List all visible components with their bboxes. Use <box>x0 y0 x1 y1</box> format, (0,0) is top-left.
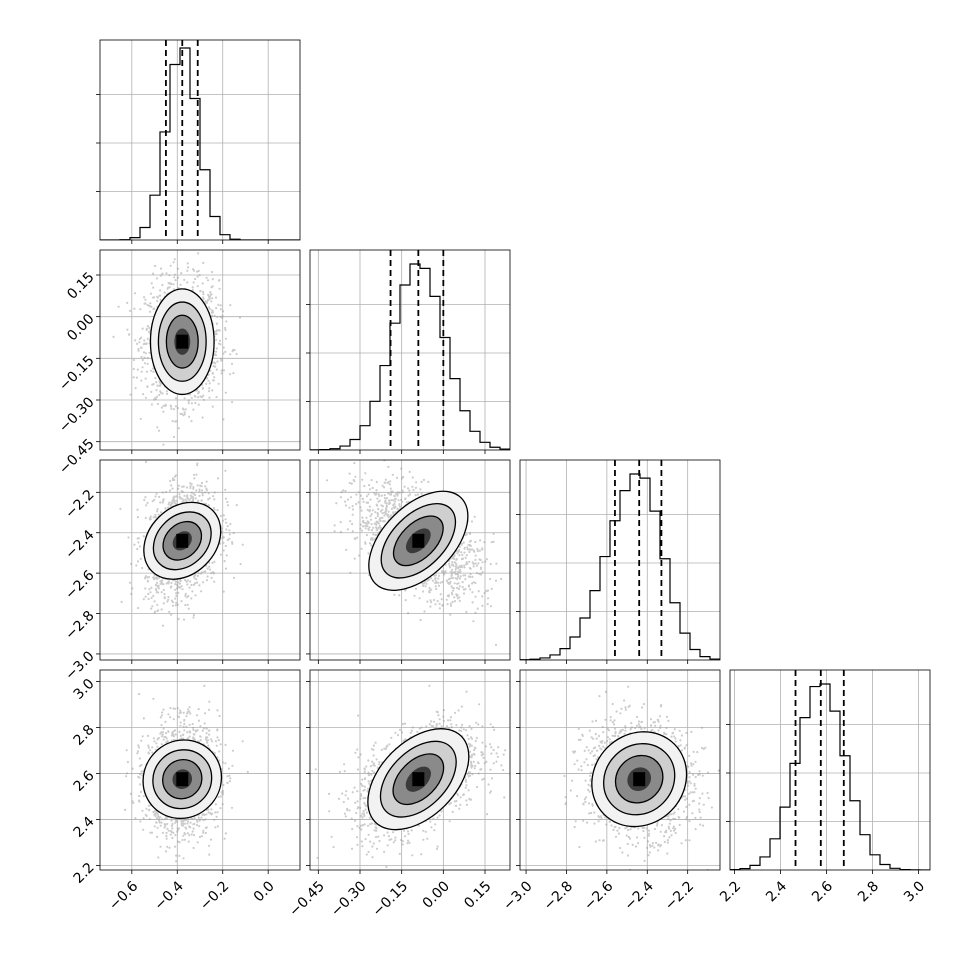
histogram-panel-3 <box>726 669 931 874</box>
y-tick-label: 2.8 <box>71 722 98 749</box>
axes-frame <box>519 669 721 871</box>
scatter-points <box>119 460 244 627</box>
scatter-panel-1-0 <box>96 249 301 454</box>
y-tick-label: 0.00 <box>64 311 97 344</box>
density-contours <box>591 731 688 828</box>
axes-frame <box>729 669 931 871</box>
x-tick-label: −2.8 <box>541 878 576 913</box>
y-tick-label: 2.6 <box>71 768 98 795</box>
scatter-panel-3-2 <box>516 669 721 874</box>
axes-frame <box>99 459 301 661</box>
x-tick-label: −0.45 <box>286 878 328 920</box>
x-tick-label: 0.15 <box>461 878 494 911</box>
x-tick-label: 0.0 <box>251 878 278 905</box>
x-tick-label: −2.6 <box>581 878 616 913</box>
x-tick-label: −2.4 <box>622 878 657 913</box>
axes-frame <box>309 459 511 661</box>
histogram-step-line <box>100 47 300 240</box>
density-peak <box>412 772 425 787</box>
x-tick-label: −0.30 <box>328 878 370 920</box>
density-contours <box>149 288 215 396</box>
density-contours <box>367 728 470 831</box>
density-contours <box>142 739 223 820</box>
density-peak <box>412 533 425 548</box>
histogram-bars <box>730 670 930 870</box>
scatter-points <box>325 460 503 646</box>
scatter-points <box>563 685 720 870</box>
density-contours <box>143 501 222 580</box>
y-tick-label: −0.30 <box>56 394 98 436</box>
axes-frame <box>99 249 301 451</box>
y-tick-label: −2.6 <box>62 567 97 602</box>
scatter-points <box>124 684 249 863</box>
scatter-panel-2-0 <box>96 459 301 664</box>
histogram-panel-1 <box>306 249 511 454</box>
x-tick-label: −3.0 <box>500 878 535 913</box>
x-tick-label: −0.6 <box>106 878 141 913</box>
density-peak <box>176 334 189 349</box>
scatter-panel-3-1 <box>306 669 511 874</box>
y-tick-label: 2.2 <box>71 860 98 887</box>
axes-frame <box>309 249 511 451</box>
histogram-bars <box>520 460 720 660</box>
x-tick-label: 2.4 <box>763 878 790 905</box>
density-peak <box>176 772 189 787</box>
histogram-step-line <box>520 473 720 660</box>
histogram-step-line <box>730 683 930 870</box>
axes-frame <box>99 669 301 871</box>
density-peak <box>176 533 189 548</box>
histogram-bars <box>100 40 300 240</box>
density-contours <box>368 490 469 591</box>
axes-frame <box>519 459 721 661</box>
x-tick-label: 2.8 <box>855 878 882 905</box>
y-tick-label: −2.4 <box>62 527 97 562</box>
x-tick-label: 0.00 <box>420 878 453 911</box>
y-tick-label: 2.4 <box>71 814 98 841</box>
y-tick-label: −3.0 <box>62 648 97 683</box>
histogram-step-line <box>310 263 510 450</box>
axes-frame <box>99 39 301 241</box>
histogram-panel-2 <box>516 459 721 664</box>
x-tick-label: 2.6 <box>809 878 836 905</box>
y-tick-label: −2.2 <box>62 487 97 522</box>
histogram-panel-0 <box>96 39 301 244</box>
x-tick-label: 3.0 <box>901 878 928 905</box>
y-tick-label: −0.15 <box>56 353 98 395</box>
axes-frame <box>309 669 511 871</box>
scatter-panel-3-0 <box>96 669 301 874</box>
density-peak <box>633 772 646 787</box>
x-tick-label: −0.4 <box>152 878 187 913</box>
scatter-points <box>314 684 510 869</box>
x-tick-label: 2.2 <box>717 878 744 905</box>
scatter-panel-2-1 <box>306 459 511 664</box>
x-tick-label: −0.15 <box>370 878 412 920</box>
scatter-points <box>112 252 242 446</box>
histogram-bars <box>310 250 510 450</box>
y-tick-label: −2.8 <box>62 608 97 643</box>
x-tick-label: −0.2 <box>197 878 232 913</box>
y-tick-label: −0.45 <box>56 436 98 478</box>
x-tick-label: −2.2 <box>662 878 697 913</box>
y-tick-label: 0.15 <box>64 269 97 302</box>
